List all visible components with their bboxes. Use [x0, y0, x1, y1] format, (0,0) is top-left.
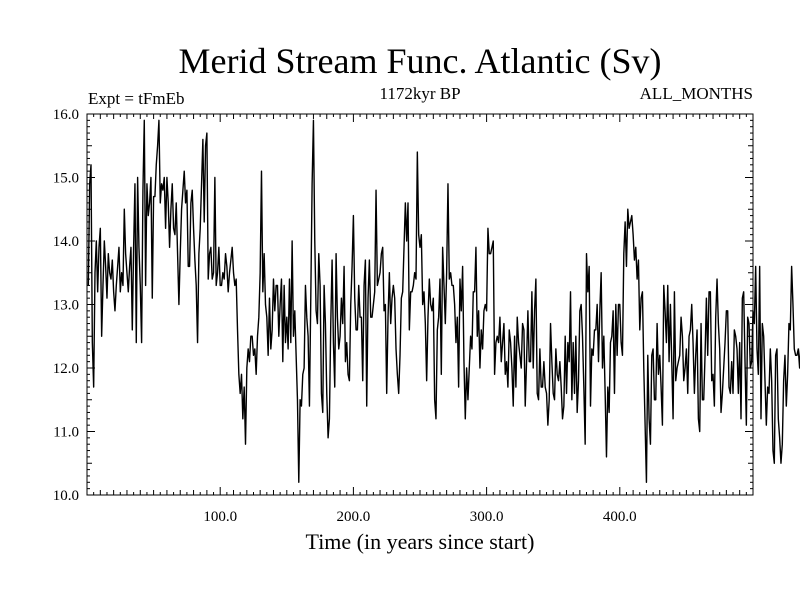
tick-marks [87, 114, 753, 495]
x-axis-title: Time (in years since start) [306, 529, 535, 554]
y-tick-label: 15.0 [53, 171, 79, 187]
series-line [87, 119, 800, 483]
period-label: 1172kyr BP [379, 84, 460, 103]
x-tick-label: 400.0 [603, 509, 637, 525]
x-tick-label: 300.0 [470, 509, 504, 525]
months-label: ALL_MONTHS [640, 84, 753, 103]
y-tick-label: 16.0 [53, 107, 79, 123]
experiment-label: Expt = tFmEb [88, 89, 184, 108]
y-tick-label: 13.0 [53, 298, 79, 314]
plot-frame [86, 113, 754, 496]
y-tick-label: 12.0 [53, 361, 79, 377]
y-tick-label: 10.0 [53, 488, 79, 504]
series-group [87, 119, 800, 483]
tick-labels: 100.0 200.0 300.0 400.0 10.0 11.0 12.0 13.0 14.0… [53, 107, 637, 525]
y-tick-label: 11.0 [53, 425, 79, 441]
chart-title: Merid Stream Func. Atlantic (Sv) [179, 41, 662, 81]
y-tick-label: 14.0 [53, 234, 79, 250]
x-tick-label: 100.0 [203, 509, 237, 525]
x-tick-label: 200.0 [337, 509, 371, 525]
axes [86, 113, 754, 496]
